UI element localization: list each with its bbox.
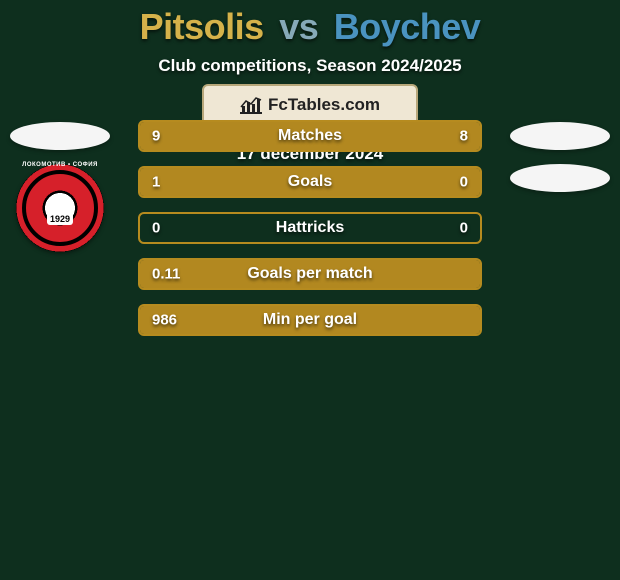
left-player-oval <box>10 122 110 150</box>
stat-val-right: 0 <box>460 174 468 191</box>
stat-label: Min per goal <box>263 311 357 329</box>
stat-val-right: 8 <box>460 128 468 145</box>
vs-text: vs <box>279 6 318 47</box>
stats-container: Matches 9 8 Goals 1 0 Hattricks 0 0 Goals per mat… <box>138 120 482 350</box>
stat-row: Goals 1 0 <box>138 166 482 198</box>
page-title: Pitsolis vs Boychev <box>0 6 620 48</box>
stat-fill-right <box>320 122 480 150</box>
left-club-text: ЛОКОМОТИВ • СОФИЯ <box>22 162 98 168</box>
stat-label: Goals per match <box>247 265 372 283</box>
stat-label: Hattricks <box>276 219 344 237</box>
stat-row: Matches 9 8 <box>138 120 482 152</box>
stat-val-left: 0 <box>152 220 160 237</box>
stat-val-left: 9 <box>152 128 160 145</box>
brand-chart-icon <box>240 96 262 114</box>
stat-val-left: 1 <box>152 174 160 191</box>
comparison-infographic: Pitsolis vs Boychev Club competitions, S… <box>0 0 620 580</box>
brand-text: FcTables.com <box>268 95 380 115</box>
right-club-oval <box>510 164 610 192</box>
stat-val-left: 0.11 <box>152 266 180 283</box>
left-club-badge: ЛОКОМОТИВ • СОФИЯ <box>16 164 104 252</box>
player1-name: Pitsolis <box>140 6 264 47</box>
stat-row: Hattricks 0 0 <box>138 212 482 244</box>
stat-label: Goals <box>288 173 332 191</box>
left-badge-column: ЛОКОМОТИВ • СОФИЯ <box>10 122 110 252</box>
subtitle: Club competitions, Season 2024/2025 <box>0 56 620 76</box>
player2-name: Boychev <box>334 6 481 47</box>
stat-val-left: 986 <box>152 312 177 329</box>
stat-label: Matches <box>278 127 342 145</box>
stat-row: Min per goal 986 <box>138 304 482 336</box>
stat-val-right: 0 <box>460 220 468 237</box>
stat-row: Goals per match 0.11 <box>138 258 482 290</box>
right-player-oval <box>510 122 610 150</box>
stat-fill-left <box>140 168 398 196</box>
right-badge-column <box>510 122 610 206</box>
